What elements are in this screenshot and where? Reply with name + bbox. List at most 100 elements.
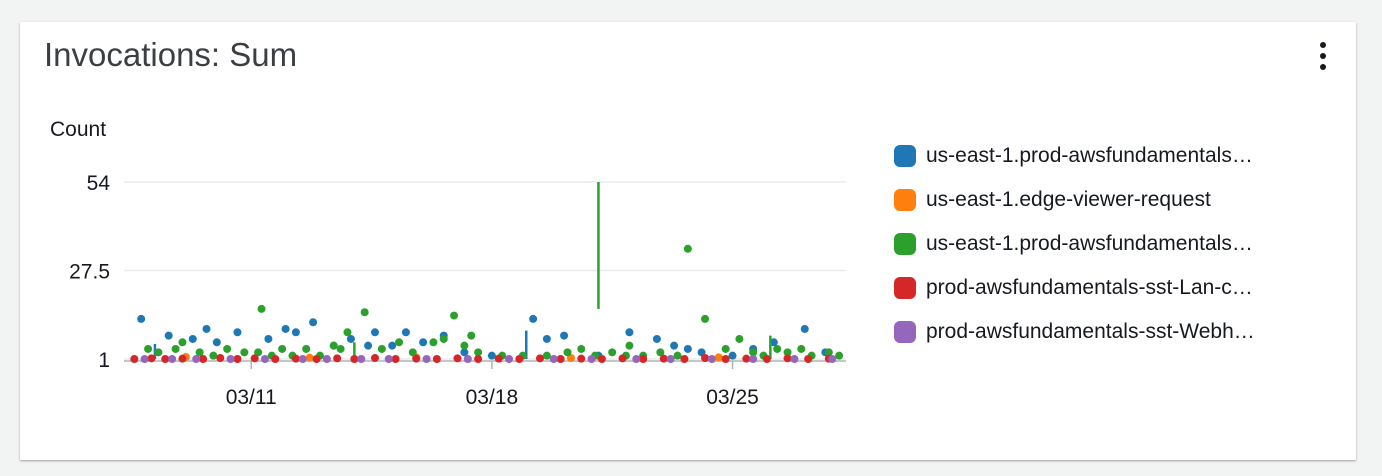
legend-swatch bbox=[894, 189, 916, 211]
data-point bbox=[783, 354, 792, 363]
y-tick-label: 1 bbox=[98, 349, 110, 372]
legend-item[interactable]: us-east-1.prod-awsfundamentals… bbox=[894, 134, 1255, 178]
data-point bbox=[271, 355, 280, 363]
data-point bbox=[254, 348, 263, 357]
data-point bbox=[652, 334, 661, 343]
data-point bbox=[171, 344, 180, 353]
data-point bbox=[625, 341, 634, 350]
legend-label: prod-awsfundamentals-sst-Webh… bbox=[926, 320, 1255, 343]
data-point bbox=[395, 338, 404, 347]
data-point bbox=[419, 338, 428, 347]
data-point bbox=[618, 354, 627, 363]
data-point bbox=[773, 344, 782, 353]
data-point bbox=[680, 355, 689, 363]
x-tick-label: 03/18 bbox=[466, 386, 519, 409]
y-tick-label: 54 bbox=[87, 172, 111, 195]
data-point bbox=[130, 355, 139, 363]
data-point bbox=[701, 314, 710, 323]
data-point bbox=[360, 308, 369, 317]
data-point bbox=[608, 348, 617, 357]
data-point bbox=[364, 341, 373, 350]
data-point bbox=[233, 328, 242, 337]
data-point bbox=[278, 344, 287, 353]
data-point bbox=[804, 355, 813, 363]
data-point bbox=[656, 348, 665, 357]
data-point bbox=[322, 355, 331, 363]
data-point bbox=[749, 348, 758, 357]
data-point bbox=[350, 355, 359, 363]
legend-swatch bbox=[894, 277, 916, 299]
data-point bbox=[453, 354, 462, 363]
data-point bbox=[370, 328, 379, 337]
data-point bbox=[670, 341, 679, 350]
data-point bbox=[742, 354, 751, 363]
data-point bbox=[178, 354, 187, 363]
data-point bbox=[168, 355, 177, 363]
data-point bbox=[683, 244, 692, 253]
data-point bbox=[329, 341, 338, 350]
data-point bbox=[439, 334, 448, 343]
data-point bbox=[164, 331, 173, 340]
data-point bbox=[137, 314, 146, 323]
invocations-widget: Invocations: Sum Count 54 27.5 1 03/11 03/18 0… bbox=[20, 22, 1356, 460]
legend-item[interactable]: us-east-1.prod-awsfundamentals… bbox=[894, 222, 1255, 266]
legend-item[interactable]: us-east-1.edge-viewer-request bbox=[894, 178, 1255, 222]
data-point bbox=[161, 355, 170, 363]
data-point bbox=[828, 355, 837, 363]
data-point bbox=[666, 355, 675, 363]
legend-label: prod-awsfundamentals-sst-Lan-c… bbox=[926, 276, 1253, 299]
data-point bbox=[226, 355, 235, 363]
x-tick-label: 03/25 bbox=[706, 386, 759, 409]
data-point bbox=[735, 334, 744, 343]
series-4 bbox=[130, 353, 833, 363]
data-point bbox=[336, 344, 345, 353]
data-point bbox=[199, 355, 208, 363]
data-point bbox=[749, 355, 758, 363]
data-point bbox=[291, 354, 300, 363]
data-point bbox=[305, 353, 314, 362]
data-point bbox=[762, 355, 771, 363]
data-point bbox=[370, 353, 379, 362]
data-point bbox=[240, 348, 249, 357]
legend-item[interactable]: prod-awsfundamentals-sst-Lan-c… bbox=[894, 266, 1255, 310]
data-point bbox=[563, 348, 572, 357]
legend-label: us-east-1.edge-viewer-request bbox=[926, 188, 1211, 211]
menu-dot bbox=[1320, 42, 1326, 48]
data-point bbox=[824, 348, 833, 357]
data-point bbox=[790, 355, 799, 363]
data-point bbox=[212, 338, 221, 347]
vertical-ellipsis-icon[interactable] bbox=[1316, 42, 1330, 70]
data-point bbox=[721, 355, 730, 363]
data-point bbox=[202, 324, 211, 333]
data-point bbox=[346, 334, 355, 343]
data-point bbox=[233, 355, 242, 363]
data-point bbox=[529, 314, 538, 323]
data-point bbox=[701, 353, 710, 362]
data-point bbox=[515, 355, 524, 363]
data-point bbox=[474, 355, 483, 363]
data-point bbox=[309, 318, 318, 327]
series-5 bbox=[140, 355, 837, 363]
data-point bbox=[377, 344, 386, 353]
data-point bbox=[549, 355, 558, 363]
x-tick-label: 03/11 bbox=[226, 386, 277, 409]
data-point bbox=[835, 351, 844, 360]
data-point bbox=[769, 338, 778, 347]
data-point bbox=[298, 355, 307, 363]
data-point bbox=[577, 344, 586, 353]
legend-item[interactable]: prod-awsfundamentals-sst-Webh… bbox=[894, 310, 1255, 354]
legend-swatch bbox=[894, 233, 916, 255]
data-point bbox=[597, 355, 606, 363]
data-point bbox=[721, 344, 730, 353]
data-point bbox=[384, 355, 393, 363]
data-point bbox=[357, 355, 366, 363]
data-point bbox=[577, 354, 586, 363]
data-point bbox=[659, 354, 668, 363]
data-point bbox=[487, 351, 496, 360]
data-point bbox=[260, 355, 269, 363]
data-point bbox=[312, 355, 321, 363]
data-point bbox=[408, 348, 417, 357]
data-point bbox=[291, 328, 300, 337]
data-point bbox=[192, 355, 201, 363]
data-point bbox=[536, 354, 545, 363]
